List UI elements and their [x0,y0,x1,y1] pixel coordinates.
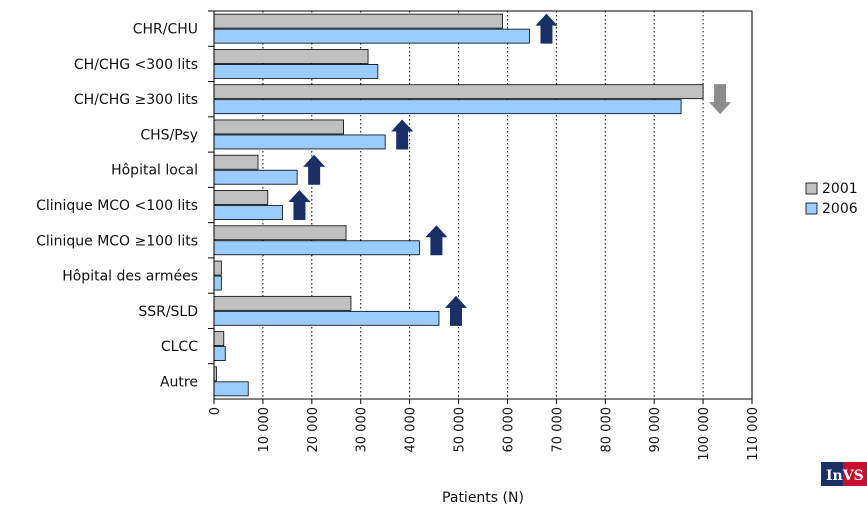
bar-2001 [213,49,369,64]
bars [213,13,704,397]
category-label: CHR/CHU [133,22,198,38]
plot-frame [213,10,753,400]
bar-2006 [213,275,222,291]
bar-2001 [213,260,222,276]
category-label: CHS/Psy [140,127,198,143]
x-tick-label: 100 000 [697,407,712,461]
bar-2001 [213,119,345,135]
category-label: CH/CHG <300 lits [74,57,198,73]
trend-arrow-up-icon [391,119,414,150]
bar-2006 [213,64,379,79]
x-axis-title: Patients (N) [442,490,524,506]
logo-text: InVS [826,468,864,484]
trend-arrow-up-icon [444,295,467,326]
trend-arrow-up-icon [288,190,311,220]
logo: InVS [821,462,867,486]
legend-label: 2006 [822,201,858,217]
trend-arrow-down-icon [709,84,732,115]
bar-2006 [213,99,682,115]
bar-2001 [213,154,259,170]
bar-2006 [213,169,298,185]
category-label: SSR/SLD [138,304,198,320]
bar-2001 [213,295,352,311]
x-tick-label: 60 000 [501,407,516,453]
legend-label: 2001 [822,181,858,197]
bar-2006 [213,205,283,220]
x-tick-label: 10 000 [257,407,272,453]
category-label: Hôpital des armées [62,269,198,285]
bar-2001 [213,225,347,241]
trend-arrow-up-icon [303,154,326,185]
x-tick-label: 80 000 [599,407,614,453]
legend-swatch [805,202,818,215]
category-label: Clinique MCO <100 lits [36,198,198,214]
category-label: CH/CHG ≥300 lits [74,92,198,108]
bar-2006 [213,381,249,397]
x-tick-label: 30 000 [355,407,370,453]
x-tick-label: 40 000 [404,407,419,453]
x-tick-label: 0 [208,407,223,415]
category-label: CLCC [161,339,198,355]
x-tick-labels: 0 10 000 20 000 30 000 40 000 50 000 60 000 70 … [208,399,761,461]
x-tick-label: 50 000 [453,407,468,453]
x-tick-label: 110 000 [746,407,761,461]
x-tick-label: 90 000 [648,407,663,453]
legend: 2001 2006 [805,181,858,217]
bar-2001 [213,190,269,205]
x-tick-label: 70 000 [550,407,565,453]
trend-arrow-up-icon [425,225,448,256]
category-labels: CHR/CHU CH/CHG <300 lits CH/CHG ≥300 lits C… [36,10,214,390]
bar-2006 [213,310,440,326]
trend-arrows [288,13,732,326]
bar-2006 [213,240,420,256]
bar-2001 [213,13,503,29]
bar-2001 [213,84,704,100]
category-label: Hôpital local [111,163,198,179]
category-label: Clinique MCO ≥100 lits [36,233,198,249]
bar-2001 [213,331,225,346]
bar-2006 [213,346,226,361]
x-tick-label: 20 000 [306,407,321,453]
bar-2006 [213,28,530,44]
bar-2006 [213,134,386,150]
legend-swatch [805,182,818,195]
category-label: Autre [160,374,198,390]
trend-arrow-up-icon [535,13,558,44]
